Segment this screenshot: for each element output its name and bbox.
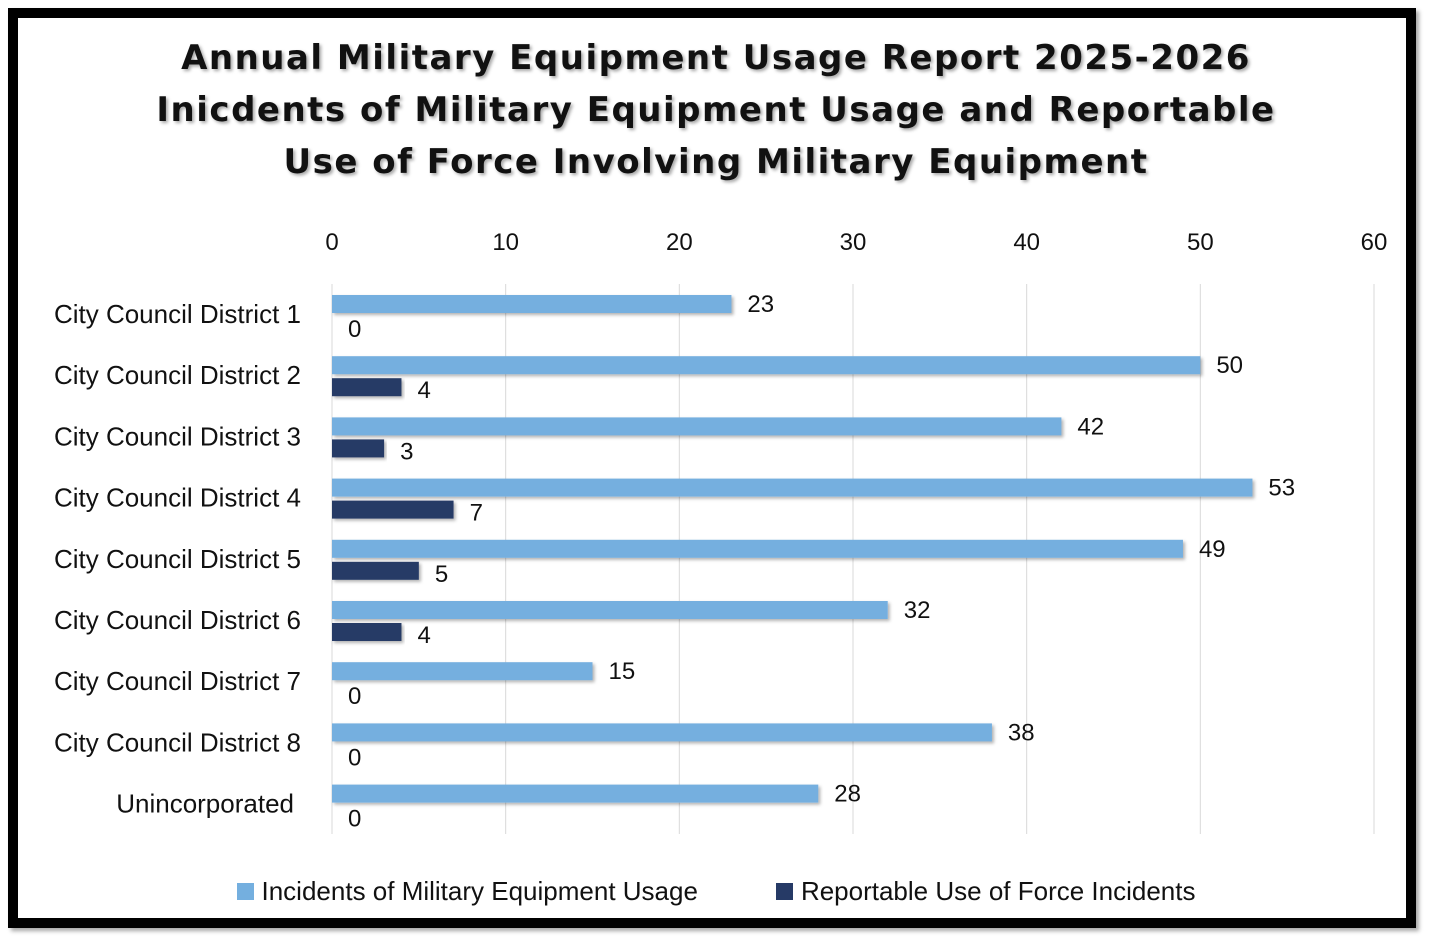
- category-label-4: City Council District 4: [54, 483, 301, 513]
- chart-frame: [8, 8, 1416, 928]
- x-tick-label-30: 30: [840, 229, 867, 256]
- bar-usage-4: [332, 478, 1253, 497]
- data-label-usage-1: 23: [747, 291, 774, 318]
- chart-legend: Incidents of Military Equipment Usage Re…: [0, 876, 1432, 907]
- category-label-9: Unincorporated: [116, 789, 294, 819]
- data-label-usage-6: 32: [904, 597, 931, 624]
- bar-force-5: [332, 561, 419, 580]
- data-label-force-6: 4: [417, 622, 430, 649]
- x-tick-label-60: 60: [1361, 229, 1388, 256]
- bar-force-4: [332, 500, 454, 519]
- legend-item-usage: Incidents of Military Equipment Usage: [236, 876, 698, 907]
- data-label-usage-4: 53: [1268, 475, 1295, 502]
- bar-force-3: [332, 439, 385, 458]
- bar-usage-1: [332, 295, 732, 313]
- bar-force-6: [332, 623, 402, 641]
- x-tick-label-50: 50: [1187, 229, 1214, 256]
- bar-usage-2: [332, 356, 1201, 375]
- data-label-force-1: 0: [348, 316, 361, 343]
- category-label-8: City Council District 8: [54, 727, 301, 757]
- data-label-usage-9: 28: [834, 781, 861, 808]
- category-label-6: City Council District 6: [54, 605, 301, 635]
- legend-label-usage: Incidents of Military Equipment Usage: [261, 876, 698, 906]
- title-line-1: Annual Military Equipment Usage Report 2…: [181, 38, 1251, 78]
- legend-swatch-force: [775, 883, 793, 900]
- title-line-2: Inicdents of Military Equipment Usage an…: [156, 90, 1276, 130]
- data-label-force-8: 0: [348, 744, 361, 771]
- category-label-3: City Council District 3: [54, 421, 301, 451]
- data-label-usage-2: 50: [1216, 352, 1243, 379]
- bar-usage-8: [332, 723, 992, 742]
- data-label-usage-5: 49: [1199, 536, 1226, 563]
- bar-usage-9: [332, 784, 819, 803]
- category-label-7: City Council District 7: [54, 666, 301, 696]
- x-tick-label-40: 40: [1013, 229, 1040, 256]
- bar-usage-5: [332, 539, 1183, 558]
- bar-usage-3: [332, 417, 1062, 436]
- data-label-force-5: 5: [435, 561, 448, 588]
- x-tick-label-20: 20: [666, 229, 693, 256]
- x-tick-label-0: 0: [325, 229, 338, 256]
- data-label-force-3: 3: [400, 438, 413, 465]
- bar-usage-7: [332, 662, 593, 681]
- x-tick-label-10: 10: [492, 229, 519, 256]
- data-label-usage-8: 38: [1008, 719, 1035, 746]
- category-label-2: City Council District 2: [54, 360, 301, 390]
- legend-label-force: Reportable Use of Force Incidents: [800, 876, 1196, 906]
- data-label-usage-7: 15: [609, 658, 636, 685]
- legend-item-force: Reportable Use of Force Incidents: [775, 876, 1196, 907]
- data-label-force-9: 0: [348, 806, 361, 833]
- data-label-force-2: 4: [417, 377, 430, 404]
- data-label-usage-3: 42: [1077, 413, 1104, 440]
- data-label-force-7: 0: [348, 683, 361, 710]
- bar-force-2: [332, 378, 402, 397]
- bar-usage-6: [332, 601, 888, 619]
- category-label-1: City Council District 1: [54, 299, 301, 329]
- legend-swatch-usage: [236, 883, 254, 900]
- data-label-force-4: 7: [470, 500, 483, 527]
- category-label-5: City Council District 5: [54, 544, 301, 574]
- title-line-3: Use of Force Involving Military Equipmen…: [283, 142, 1149, 182]
- chart-title: Annual Military Equipment Usage Report 2…: [0, 32, 1432, 188]
